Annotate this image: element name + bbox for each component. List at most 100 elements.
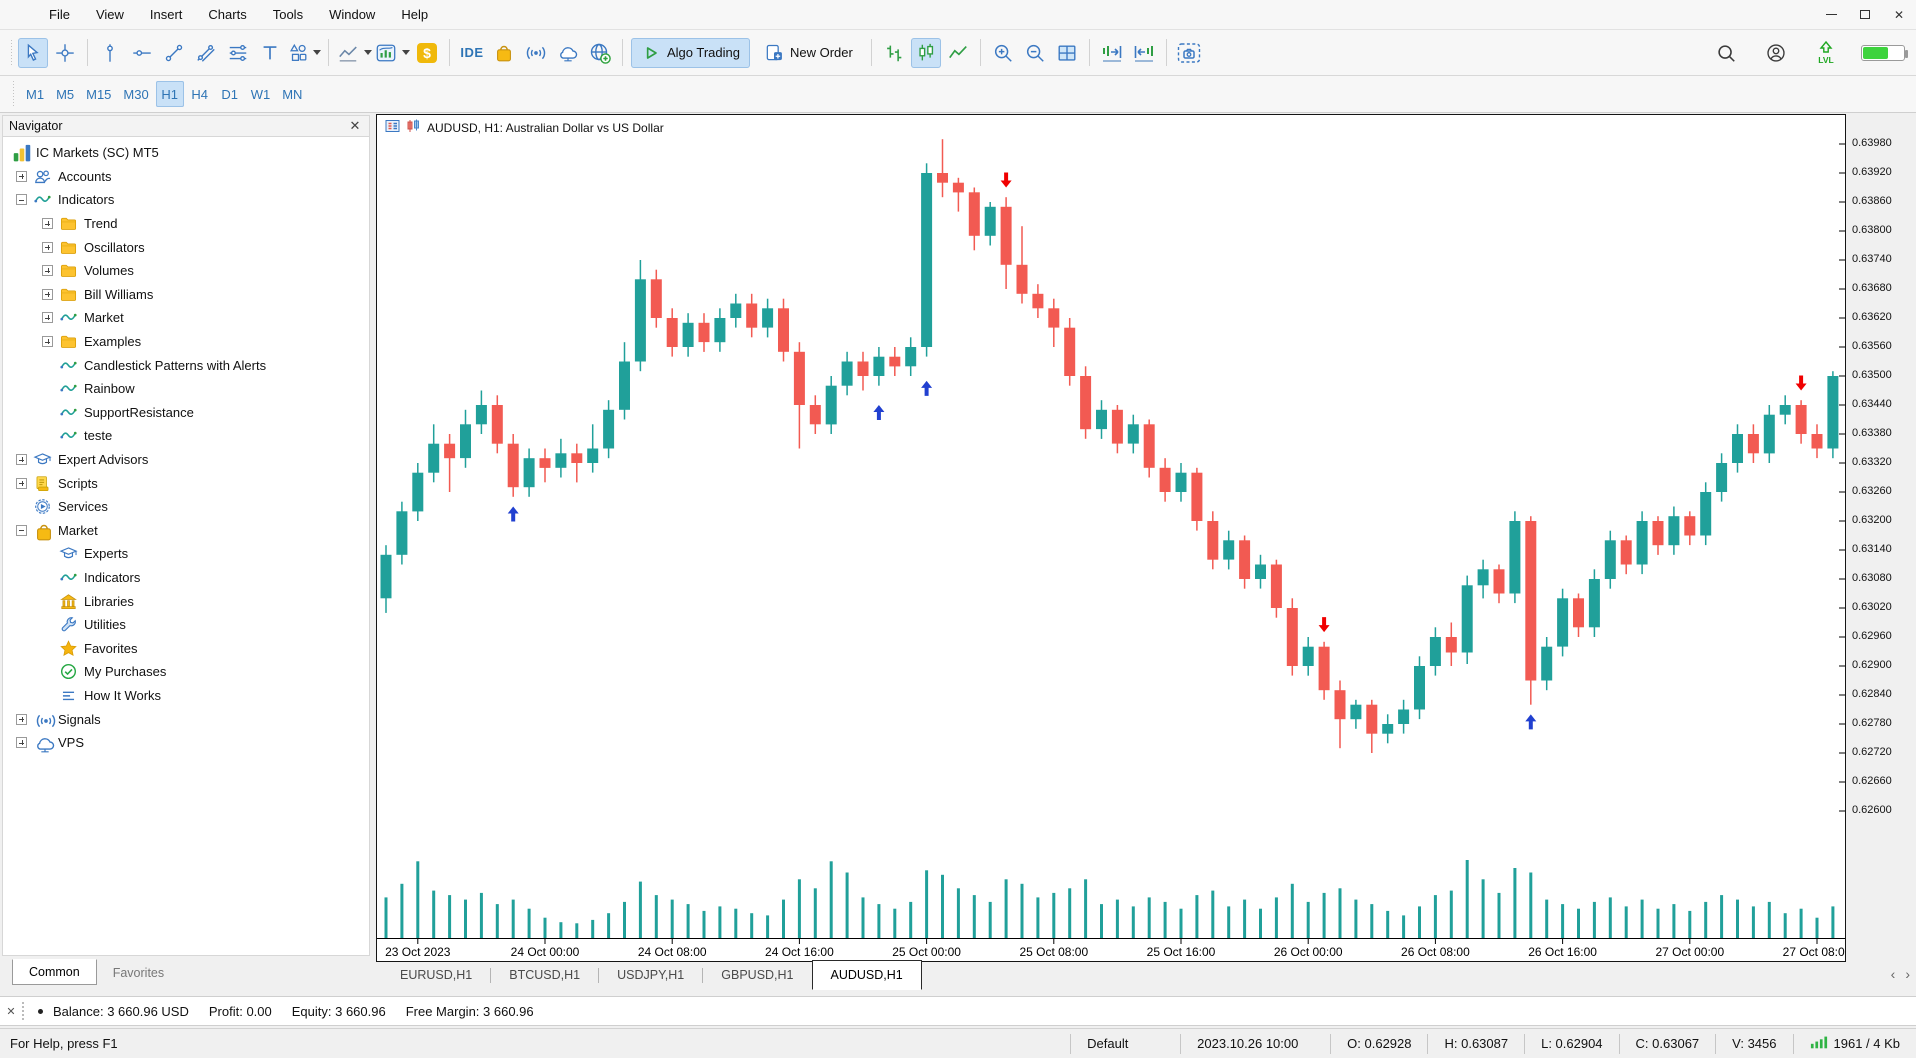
tree-item-oscillators[interactable]: Oscillators xyxy=(3,235,369,259)
expand-plus-icon[interactable] xyxy=(42,312,53,324)
navigator-tab-favorites[interactable]: Favorites xyxy=(112,966,165,980)
tree-item-market[interactable]: Market xyxy=(3,306,369,330)
line-view-button[interactable] xyxy=(943,38,973,68)
tree-item-ic-markets-sc-mt5[interactable]: IC Markets (SC) MT5 xyxy=(3,141,369,165)
tree-item-rainbow[interactable]: Rainbow xyxy=(3,377,369,401)
timeframe-m15[interactable]: M15 xyxy=(86,86,112,102)
tree-item-expert-advisors[interactable]: Expert Advisors xyxy=(3,448,369,472)
shift-chart-back-button[interactable] xyxy=(1129,38,1159,68)
horizontal-line-tool[interactable] xyxy=(127,38,157,68)
tree-item-services[interactable]: Services xyxy=(3,495,369,519)
equidistant-tool[interactable] xyxy=(223,38,253,68)
expand-plus-icon[interactable] xyxy=(42,265,53,277)
collapse-minus-icon[interactable] xyxy=(16,524,27,536)
chevron-down-icon[interactable] xyxy=(313,50,321,55)
profile-button[interactable] xyxy=(1761,38,1791,68)
timeframe-m1[interactable]: M1 xyxy=(26,86,45,102)
menu-item-tools[interactable]: Tools xyxy=(272,7,304,22)
signals-button[interactable] xyxy=(521,38,551,68)
toolbox-grip[interactable] xyxy=(20,1002,26,1020)
expand-plus-icon[interactable] xyxy=(16,477,27,489)
shapes-tool[interactable] xyxy=(287,38,321,68)
chart-tab-btcusd-h1[interactable]: BTCUSD,H1 xyxy=(509,968,581,982)
expand-plus-icon[interactable] xyxy=(16,170,27,182)
tree-item-indicators[interactable]: Indicators xyxy=(3,566,369,590)
tree-item-bill-williams[interactable]: Bill Williams xyxy=(3,283,369,307)
deposit-button[interactable]: $ xyxy=(412,38,442,68)
indicators-dropdown[interactable] xyxy=(374,38,410,68)
navigator-tab-common[interactable]: Common xyxy=(12,959,97,985)
menu-item-file[interactable]: File xyxy=(49,7,70,22)
menu-item-charts[interactable]: Charts xyxy=(208,7,247,22)
chart-plot[interactable]: 23 Oct 2023 24 Oct 00:00 24 Oct 08:00 24 Oc… xyxy=(377,115,1852,964)
timeframe-h1[interactable]: H1 xyxy=(155,81,184,107)
algo-trading-button[interactable]: Algo Trading xyxy=(631,37,750,68)
tree-item-volumes[interactable]: Volumes xyxy=(3,259,369,283)
timeframe-w1[interactable]: W1 xyxy=(250,86,271,102)
menu-item-view[interactable]: View xyxy=(95,7,124,22)
connection-level[interactable] xyxy=(1861,38,1908,68)
bars-view-button[interactable] xyxy=(879,38,909,68)
tile-windows-button[interactable] xyxy=(1052,38,1082,68)
timeframe-mn[interactable]: MN xyxy=(282,86,303,102)
expand-plus-icon[interactable] xyxy=(16,737,27,749)
menu-item-help[interactable]: Help xyxy=(401,7,429,22)
ide-button[interactable]: IDE xyxy=(460,45,484,60)
quotes-panel-icon[interactable] xyxy=(385,119,400,136)
tree-item-my-purchases[interactable]: My Purchases xyxy=(3,660,369,684)
tree-item-examples[interactable]: Examples xyxy=(3,330,369,354)
chevron-down-icon[interactable] xyxy=(364,50,372,55)
price-scale[interactable]: 0.63980 0.63920 0.63860 0.63800 0.63740 0.636… xyxy=(1847,114,1916,962)
tree-item-market[interactable]: Market xyxy=(3,519,369,543)
timeframe-h4[interactable]: H4 xyxy=(191,86,209,102)
text-tool[interactable] xyxy=(255,38,285,68)
tree-item-supportresistance[interactable]: SupportResistance xyxy=(3,401,369,425)
shift-chart-end-button[interactable] xyxy=(1097,38,1127,68)
timeframe-m30[interactable]: M30 xyxy=(123,86,149,102)
scroll-right-icon[interactable]: › xyxy=(1905,966,1910,982)
zoom-out-button[interactable] xyxy=(1020,38,1050,68)
timeframe-m5[interactable]: M5 xyxy=(56,86,75,102)
chart-tab-eurusd-h1[interactable]: EURUSD,H1 xyxy=(400,968,473,982)
minimize-button[interactable] xyxy=(1814,0,1848,29)
expand-plus-icon[interactable] xyxy=(42,241,53,253)
vps-button[interactable] xyxy=(553,38,583,68)
tree-item-libraries[interactable]: Libraries xyxy=(3,589,369,613)
menu-item-window[interactable]: Window xyxy=(329,7,376,22)
tree-item-favorites[interactable]: Favorites xyxy=(3,636,369,660)
tree-item-accounts[interactable]: Accounts xyxy=(3,165,369,189)
chart-tab-gbpusd-h1[interactable]: GBPUSD,H1 xyxy=(721,968,794,982)
maximize-button[interactable] xyxy=(1848,0,1882,29)
screenshot-button[interactable] xyxy=(1174,38,1204,68)
chart-type-dropdown[interactable] xyxy=(336,38,372,68)
tree-item-indicators[interactable]: Indicators xyxy=(3,188,369,212)
market-button[interactable] xyxy=(489,38,519,68)
expand-plus-icon[interactable] xyxy=(42,336,53,348)
expand-plus-icon[interactable] xyxy=(16,713,27,725)
scroll-left-icon[interactable]: ‹ xyxy=(1890,966,1896,982)
tree-item-vps[interactable]: VPS xyxy=(3,731,369,755)
toolbar-grip[interactable] xyxy=(9,39,14,66)
zoom-in-button[interactable] xyxy=(988,38,1018,68)
depth-of-market-icon[interactable] xyxy=(406,119,421,136)
new-order-button[interactable]: New Order xyxy=(754,38,863,68)
tree-item-signals[interactable]: Signals xyxy=(3,707,369,731)
collapse-minus-icon[interactable] xyxy=(16,194,27,206)
toolbox-close-icon[interactable]: ✕ xyxy=(6,1005,16,1018)
timeframe-grip[interactable] xyxy=(11,81,16,107)
close-button[interactable]: ✕ xyxy=(1893,7,1905,22)
cursor-tool[interactable] xyxy=(18,37,48,68)
trendline-tool[interactable] xyxy=(159,38,189,68)
expand-plus-icon[interactable] xyxy=(42,288,53,300)
expand-plus-icon[interactable] xyxy=(16,454,27,466)
tree-item-candlestick-patterns-with-alerts[interactable]: Candlestick Patterns with Alerts xyxy=(3,353,369,377)
chart-tab-usdjpy-h1[interactable]: USDJPY,H1 xyxy=(617,968,685,982)
level-indicator[interactable]: LVL xyxy=(1811,38,1841,68)
expand-plus-icon[interactable] xyxy=(42,218,53,230)
tree-item-teste[interactable]: teste xyxy=(3,424,369,448)
timeframe-d1[interactable]: D1 xyxy=(221,86,239,102)
tree-item-how-it-works[interactable]: How It Works xyxy=(3,684,369,708)
search-button[interactable] xyxy=(1711,38,1741,68)
chevron-down-icon[interactable] xyxy=(402,50,410,55)
channel-tool[interactable] xyxy=(191,38,221,68)
